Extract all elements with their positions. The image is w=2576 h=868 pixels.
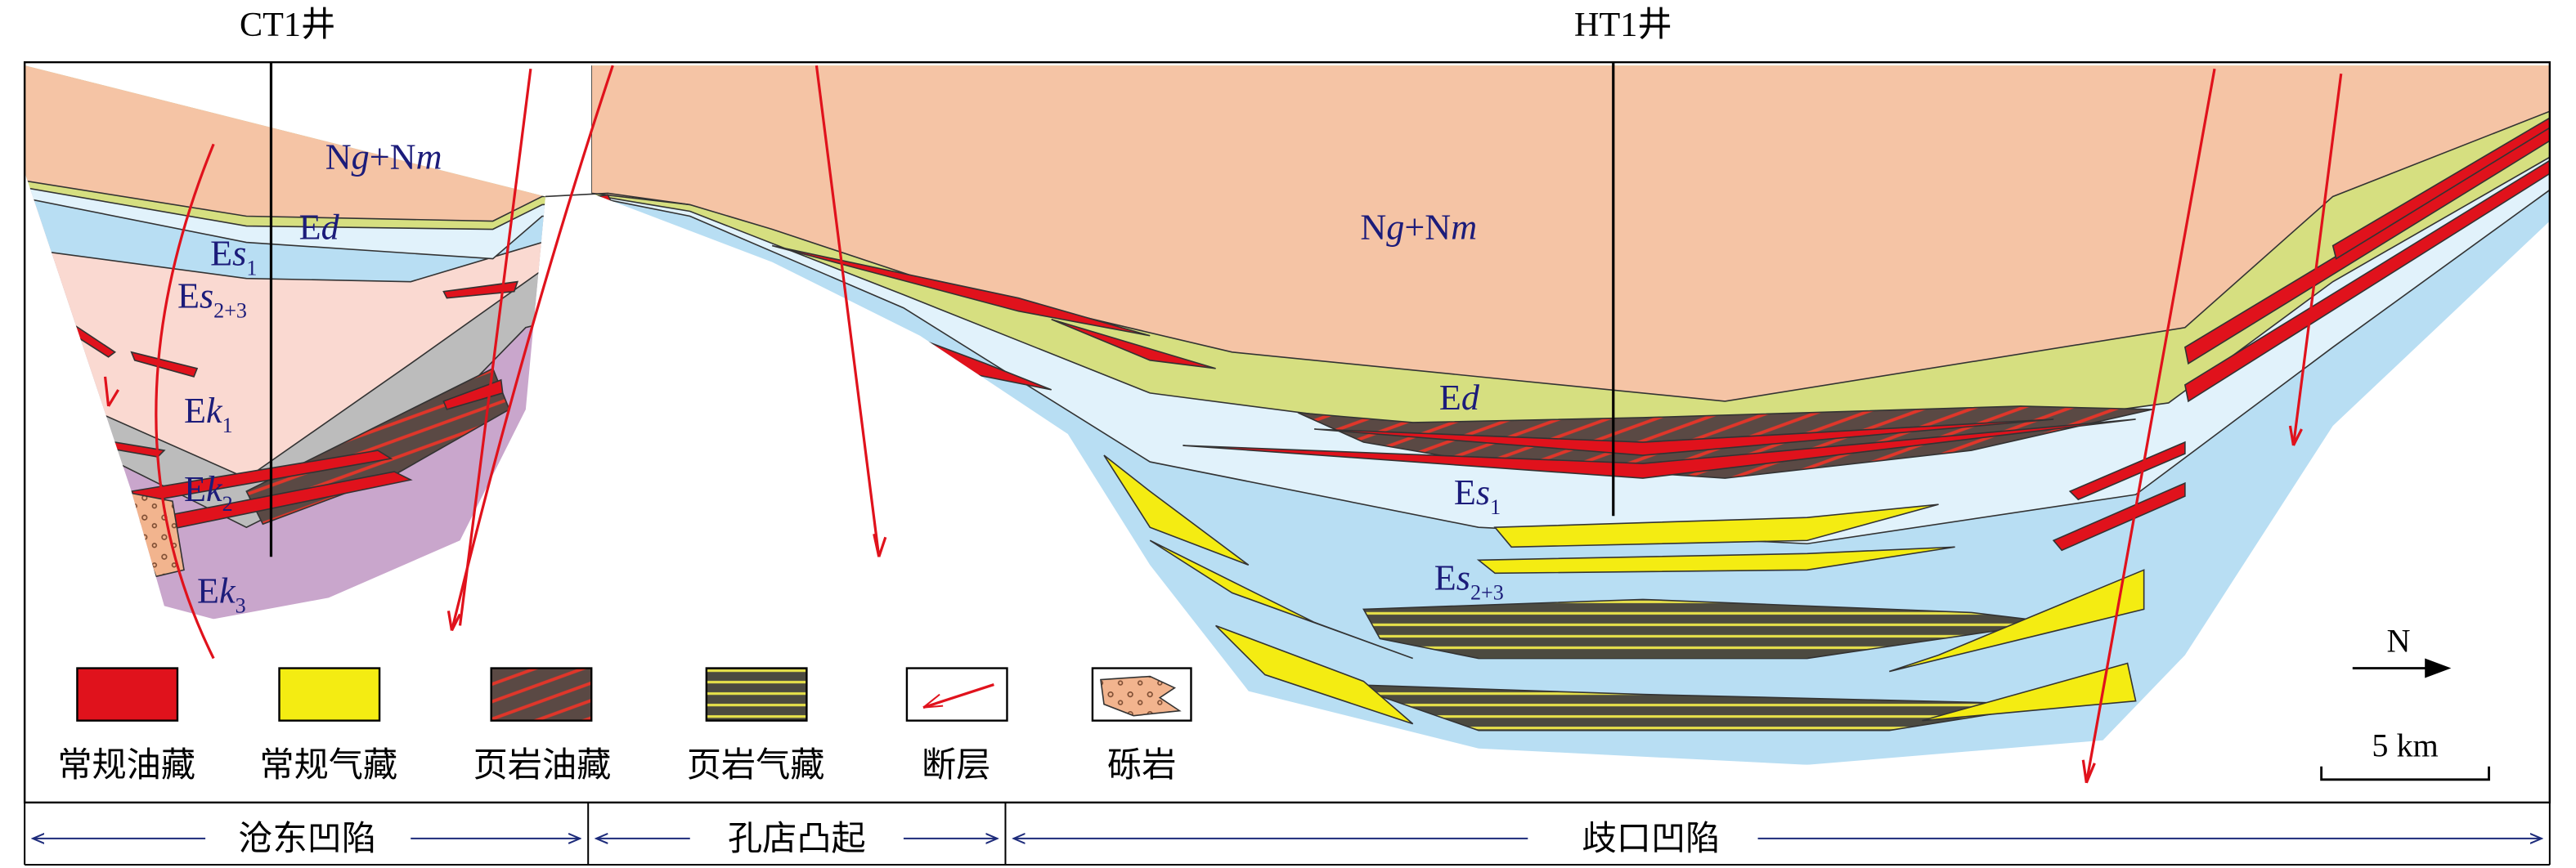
formation-part: +N — [370, 136, 416, 177]
formation-label: Ek1 — [184, 391, 233, 437]
formation-part: 1 — [1490, 495, 1501, 519]
legend-label: 砾岩 — [1107, 746, 1176, 785]
formation-part: E — [177, 276, 200, 316]
legend-label: 常规油藏 — [57, 746, 195, 785]
formation-label: Es2+3 — [177, 276, 247, 323]
north-label: N — [2387, 623, 2411, 660]
formation-label: Es2+3 — [1434, 557, 1504, 604]
formation-part: m — [416, 136, 442, 177]
formation-part: s — [232, 234, 246, 274]
right-basin — [591, 65, 2550, 765]
formation-label: Ek2 — [184, 469, 233, 516]
formation-label: Es1 — [210, 234, 257, 280]
cong-icon — [1100, 675, 1182, 717]
scale-bar — [2320, 766, 2490, 781]
formation-part: k — [219, 570, 236, 611]
left-basin — [25, 65, 545, 620]
formation-part: E — [210, 234, 232, 274]
formation-part: g — [352, 136, 370, 177]
legend-label: 页岩气藏 — [687, 746, 825, 785]
formation-part: 2+3 — [213, 299, 247, 323]
formation-label: Ed — [1439, 378, 1480, 418]
formation-part: E — [1439, 378, 1461, 418]
formation-label: Ek3 — [197, 570, 246, 617]
formation-part: E — [1434, 557, 1456, 597]
formation-part: N — [325, 136, 352, 177]
formation-part: E — [184, 469, 206, 509]
fault-icon-arrow — [922, 693, 944, 709]
north-arrow — [2352, 658, 2452, 678]
faults — [103, 65, 2343, 784]
region-label: 孔店凸起 — [728, 820, 866, 858]
formation-part: E — [1454, 472, 1476, 512]
frame — [23, 60, 2551, 804]
formation-part: k — [206, 469, 223, 509]
formation-part: s — [1456, 557, 1470, 597]
region-label: 沧东凹陷 — [238, 820, 376, 858]
formation-part: E — [184, 391, 206, 431]
well-label: CT1井 — [240, 6, 335, 44]
region-label: 歧口凹陷 — [1582, 820, 1721, 858]
formation-label: Ng+Nm — [1360, 208, 1477, 248]
formation-part: d — [1461, 378, 1480, 418]
formation-part: d — [321, 208, 340, 248]
formation-part: s — [1476, 472, 1490, 512]
well-label: HT1井 — [1574, 6, 1672, 44]
formation-part: 1 — [222, 414, 233, 437]
legend-label: 页岩油藏 — [473, 746, 612, 785]
formation-part: g — [1386, 208, 1404, 248]
formation-label: Ng+Nm — [325, 136, 442, 177]
formation-part: k — [206, 391, 223, 431]
legend-swatches — [76, 667, 1192, 722]
formation-part: 3 — [236, 593, 246, 617]
formation-part: +N — [1404, 208, 1451, 248]
legend-label: 常规气藏 — [259, 746, 397, 785]
formation-part: 2 — [222, 492, 233, 516]
formation-label: Ed — [299, 208, 340, 248]
formation-part: s — [200, 276, 213, 316]
formation-part: 1 — [246, 257, 257, 280]
wells — [269, 62, 1615, 557]
formation-part: E — [197, 570, 219, 611]
formation-label: Es1 — [1454, 472, 1501, 519]
formation-part: m — [1451, 208, 1477, 248]
scale-label: 5 km — [2372, 727, 2438, 764]
formation-part: 2+3 — [1470, 580, 1504, 604]
fault-icon — [922, 683, 994, 709]
ridge — [545, 192, 690, 206]
formation-part: E — [299, 208, 321, 248]
formation-part: N — [1360, 208, 1386, 248]
legend-label: 断层 — [922, 746, 990, 785]
